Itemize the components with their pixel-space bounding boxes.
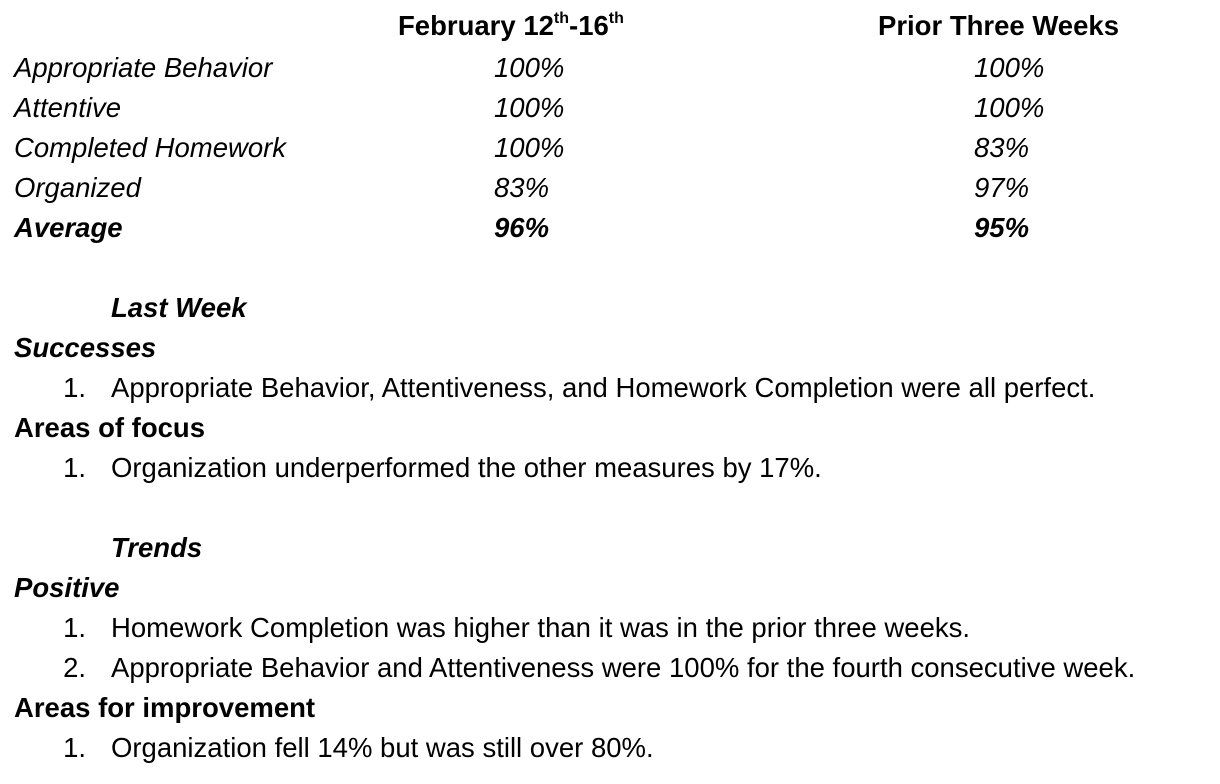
list-item-success-1: Appropriate Behavior, Attentiveness, and… [111,372,1096,403]
list-number: 1. [63,372,86,403]
header-date-sup-1: th [553,10,570,27]
list-item-focus-1: Organization underperformed the other me… [111,452,822,483]
row-current-attentive: 100% [494,92,565,123]
row-label-average: Average [14,212,123,243]
section-title-last-week: Last Week [111,292,247,323]
list-number: 1. [63,612,86,643]
list-number: 1. [63,452,86,483]
list-item-improvement-1: Organization fell 14% but was still over… [111,732,654,763]
column-header-prior-weeks: Prior Three Weeks [878,10,1119,41]
row-label-completed-homework: Completed Homework [14,132,287,163]
row-label-appropriate-behavior: Appropriate Behavior [14,52,273,83]
list-number: 1. [63,732,86,763]
row-current-average: 96% [494,212,550,243]
list-item-positive-2: Appropriate Behavior and Attentiveness w… [111,652,1136,683]
header-date-prefix: February 12 [398,10,554,41]
row-label-organized: Organized [14,172,141,203]
row-current-organized: 83% [494,172,550,203]
column-header-current-week: February 12th-16th [398,9,624,43]
list-number: 2. [63,652,86,683]
row-prior-completed-homework: 83% [974,132,1030,163]
row-prior-average: 95% [974,212,1030,243]
row-label-attentive: Attentive [14,92,122,123]
row-prior-appropriate-behavior: 100% [974,52,1045,83]
heading-successes: Successes [14,332,157,363]
header-date-mid: -16 [569,10,609,41]
heading-positive: Positive [14,572,120,603]
section-title-trends: Trends [111,532,203,563]
heading-areas-of-focus: Areas of focus [14,412,206,443]
row-current-appropriate-behavior: 100% [494,52,565,83]
row-prior-attentive: 100% [974,92,1045,123]
row-current-completed-homework: 100% [494,132,565,163]
list-item-positive-1: Homework Completion was higher than it w… [111,612,970,643]
header-date-sup-2: th [608,10,624,27]
heading-areas-for-improvement: Areas for improvement [14,692,316,723]
row-prior-organized: 97% [974,172,1030,203]
